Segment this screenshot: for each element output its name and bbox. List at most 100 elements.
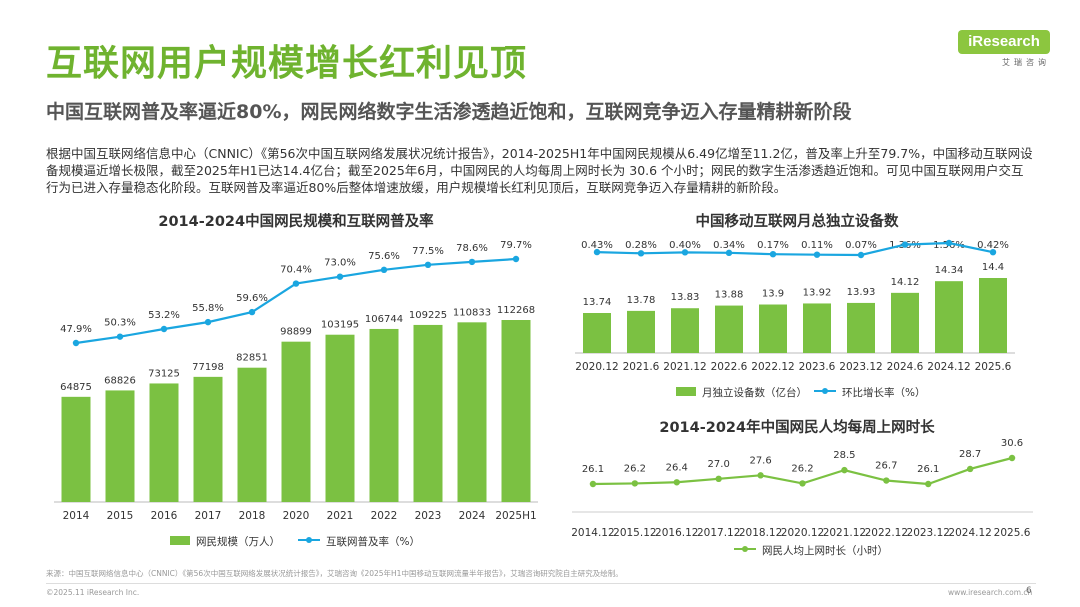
chart2-bar-label-2024.6: 14.12 [891, 277, 920, 288]
chart1-bar-2023 [413, 324, 443, 502]
chart1-x-tick-2014: 2014 [63, 510, 90, 522]
chart3-point-label-2016.12: 26.4 [666, 462, 688, 473]
chart2-bar-2021.12 [671, 308, 699, 353]
chart3-x-tick-2021.12: 2021.12 [823, 527, 866, 539]
chart3-point-label-2022.12: 26.7 [875, 461, 897, 472]
chart1-x-tick-2021: 2021 [327, 510, 354, 522]
chart1-line-point-6 [336, 273, 344, 280]
chart3-point-label-2018.12: 27.6 [749, 455, 771, 466]
chart1-bar-2020 [281, 341, 311, 502]
chart3-point-label-2014.12: 26.1 [582, 464, 604, 475]
chart3-point-label-2025.6: 30.6 [1001, 438, 1023, 449]
chart1-x-tick-2025H1: 2025H1 [495, 510, 536, 522]
chart2-legend-bar: 月独立设备数（亿台） [702, 386, 807, 399]
chart3-point-8 [925, 480, 932, 488]
chart1-line-point-0 [72, 339, 80, 347]
chart1-line-point-7 [380, 266, 388, 274]
chart3-x-tick-2024.12: 2024.12 [948, 527, 991, 539]
chart3-x-tick-2016.12: 2016.12 [655, 527, 698, 539]
chart2-bar-2021.6 [627, 310, 655, 353]
chart1-x-tick-2023: 2023 [415, 510, 442, 522]
chart3-x-tick-2023.12: 2023.12 [907, 527, 950, 539]
chart2-x-tick-2020.12: 2020.12 [575, 361, 618, 373]
chart2-line-point-4 [769, 250, 777, 258]
chart3-x-tick-2014.12: 2014.12 [571, 527, 614, 539]
chart1-bar-2022 [369, 328, 399, 502]
chart3-x-tick-2017.12: 2017.12 [697, 527, 740, 539]
chart2-line-label-2025.6: 0.42% [977, 240, 1009, 251]
chart2-legend-bar-swatch [676, 387, 696, 396]
chart2-bar-label-2024.12: 14.34 [935, 265, 964, 276]
chart3-x-tick-2025.6: 2025.6 [994, 527, 1031, 539]
chart2-x-tick-2024.6: 2024.6 [887, 361, 924, 373]
chart3-point-6 [841, 466, 848, 474]
chart1-line-point-8 [424, 261, 432, 269]
chart2-line-point-1 [637, 250, 645, 257]
chart1-title: 2014-2024中国网民规模和互联网普及率 [158, 212, 434, 230]
chart3-x-tick-2015.12: 2015.12 [613, 527, 656, 539]
chart1-legend-bar: 网民规模（万人） [196, 535, 280, 548]
chart1-line-label-2021: 73.0% [324, 258, 356, 269]
chart2-bar-label-2022.12: 13.9 [762, 289, 784, 300]
chart1-line-point-10 [512, 255, 520, 263]
chart3-point-10 [1008, 454, 1016, 462]
chart1-bar-label-2022: 106744 [365, 314, 403, 325]
chart2-line-label-2020.12: 0.43% [581, 240, 613, 251]
chart1-x-tick-2018: 2018 [239, 510, 266, 522]
chart3-point-label-2021.12: 28.5 [833, 450, 855, 461]
chart2-x-tick-2021.12: 2021.12 [663, 361, 706, 373]
chart1-line-point-2 [160, 325, 168, 333]
chart1-bar-label-2020: 98899 [280, 327, 312, 338]
chart3-legend-dot [742, 546, 748, 552]
chart1-line-label-2015: 50.3% [104, 318, 136, 329]
chart1-bar-2018 [237, 367, 267, 502]
chart3-point-label-2020.12: 26.2 [791, 463, 813, 474]
chart2-line-label-2022.12: 0.17% [757, 240, 789, 251]
chart2-legend-line-dot [822, 388, 828, 394]
chart1-bar-2014 [61, 396, 91, 502]
chart1-bar-label-2015: 68826 [104, 375, 136, 386]
chart2-x-tick-2023.12: 2023.12 [839, 361, 882, 373]
chart2-x-tick-2022.12: 2022.12 [751, 361, 794, 373]
chart1-x-tick-2016: 2016 [151, 510, 178, 522]
chart2-growth-line [596, 241, 994, 257]
logo-subtitle: 艾瑞咨询 [1002, 58, 1050, 67]
chart2-bar-2024.6 [891, 292, 919, 353]
chart1-bar-2025H1 [501, 320, 531, 502]
chart1-bar-label-2023: 109225 [409, 310, 447, 321]
chart2-title: 中国移动互联网月总独立设备数 [696, 212, 899, 230]
chart1-bar-label-2016: 73125 [148, 368, 180, 379]
chart1-line-point-5 [292, 280, 300, 287]
chart1-bar-label-2025H1: 112268 [497, 305, 535, 316]
page-title: 互联网用户规模增长红利见顶 [46, 43, 528, 84]
chart1-bar-2024 [457, 322, 487, 502]
chart2-bar-label-2025.6: 14.4 [982, 262, 1004, 273]
chart1-bar-2021 [325, 334, 355, 502]
chart1-line-point-1 [116, 333, 124, 340]
chart1-bar-label-2014: 64875 [60, 382, 92, 393]
chart2-line-point-6 [857, 251, 865, 259]
chart1-line-label-2018: 59.6% [236, 293, 268, 304]
website: www.iresearch.com.cn [948, 588, 1033, 597]
chart2-line-point-0 [593, 248, 601, 256]
chart3-point-5 [799, 480, 806, 487]
chart2-bar-2023.6 [803, 303, 831, 353]
chart2-x-tick-2023.6: 2023.6 [799, 361, 836, 373]
chart2-line-label-2023.6: 0.11% [801, 240, 833, 251]
chart3-point-label-2017.12: 27.0 [708, 459, 730, 470]
chart2-bar-label-2020.12: 13.74 [583, 297, 612, 308]
chart1-line-point-9 [468, 258, 476, 266]
chart2-bar-label-2021.6: 13.78 [627, 295, 656, 306]
summary-paragraph: 根据中国互联网络信息中心（CNNIC）《第56次中国互联网络发展状况统计报告》，… [46, 146, 1033, 195]
copyright: ©2025.11 iResearch Inc. [46, 588, 140, 597]
chart2-bar-2025.6 [979, 278, 1007, 353]
chart2-line-label-2023.12: 0.07% [845, 240, 877, 251]
source-note: 来源：中国互联网络信息中心（CNNIC）《第56次中国互联网络发展状况统计报告》… [46, 569, 623, 578]
chart3-x-tick-2022.12: 2022.12 [865, 527, 908, 539]
chart2-x-tick-2025.6: 2025.6 [975, 361, 1012, 373]
chart3-point-9 [966, 465, 974, 473]
chart3-x-tick-2020.12: 2020.12 [781, 527, 824, 539]
chart2-line-label-2021.12: 0.40% [669, 240, 701, 251]
chart2-bar-label-2023.6: 13.92 [803, 287, 832, 298]
chart2-bar-2020.12 [583, 313, 611, 353]
